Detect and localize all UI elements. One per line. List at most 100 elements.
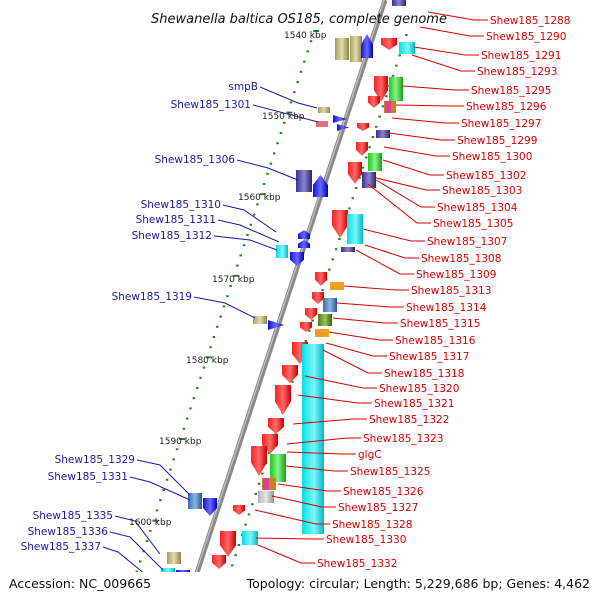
gene-block — [188, 493, 202, 509]
footer-background — [0, 572, 600, 600]
gene-label-right: Shew185_1327 — [338, 502, 418, 514]
tick-mark — [283, 121, 286, 124]
kbp-label: 1600 kbp — [129, 518, 172, 528]
leader-line — [222, 204, 277, 233]
leader-line — [217, 219, 280, 243]
tick-mark — [239, 254, 242, 257]
gene-arrow — [357, 123, 369, 131]
leader-line — [343, 285, 409, 291]
tick-mark — [351, 197, 355, 200]
gene-label-left: Shew185_1329 — [55, 454, 135, 466]
gene-label-left: Shew185_1335 — [33, 510, 113, 522]
leader-line — [254, 509, 330, 525]
tick-mark — [212, 336, 216, 338]
genome-backbone — [185, 0, 388, 600]
gene-block — [392, 0, 406, 6]
map-title: Shewanella baltica OS185, complete genom… — [151, 12, 447, 27]
tick-mark — [254, 493, 257, 495]
tick-mark — [279, 132, 283, 134]
gene-label-right: Shew185_1300 — [452, 151, 532, 163]
tick-mark — [159, 499, 162, 502]
gene-block — [399, 42, 415, 54]
tick-mark — [231, 564, 234, 567]
tick-mark — [331, 258, 334, 261]
tick-mark — [185, 417, 189, 420]
gene-arrow — [298, 230, 310, 239]
gene-block — [347, 214, 363, 244]
gene-arrow — [282, 365, 298, 383]
gene-label-right: Shew185_1318 — [384, 368, 464, 380]
leader-line — [336, 302, 404, 308]
gene-arrow — [268, 320, 284, 330]
leader-line — [255, 537, 324, 540]
label-leader-lines — [102, 11, 488, 589]
tick-mark — [311, 319, 314, 322]
tick-mark — [205, 356, 212, 359]
gene-label-right: Shew185_1332 — [317, 558, 397, 570]
gene-arrow — [315, 272, 327, 286]
gene-block — [350, 36, 362, 62]
leader-line — [277, 483, 341, 492]
tick-mark — [361, 166, 365, 169]
gene-label-right: Shew185_1323 — [363, 433, 443, 445]
gene-arrow — [348, 162, 362, 184]
tick-mark — [152, 519, 159, 522]
gene-block — [302, 344, 324, 534]
gene-block — [270, 454, 286, 482]
gene-block — [330, 282, 344, 290]
tick-mark — [405, 34, 408, 36]
gene-block — [316, 121, 328, 127]
leader-line — [109, 531, 164, 571]
tick-mark — [237, 544, 241, 546]
kbp-label: 1570 kbp — [212, 275, 255, 285]
gene-arrow — [233, 505, 245, 515]
tick-mark — [338, 238, 341, 240]
gene-arrow — [368, 96, 380, 108]
gene-label-left: Shew185_1301 — [171, 99, 251, 111]
leader-line — [402, 85, 469, 91]
gene-arrow — [374, 76, 388, 102]
leader-line — [136, 459, 191, 496]
gene-features — [154, 0, 415, 598]
tick-mark — [266, 172, 269, 175]
leader-line — [286, 451, 356, 455]
tick-mark — [145, 540, 149, 542]
leader-line — [292, 418, 367, 425]
leader-line — [413, 46, 479, 56]
gene-label-right: Shew185_1291 — [481, 50, 561, 62]
gene-arrow — [300, 322, 312, 332]
tick-mark — [385, 95, 388, 98]
tick-mark — [354, 187, 358, 189]
accession-text: Accession: NC_009665 — [9, 576, 151, 591]
gene-label-right: Shew185_1302 — [446, 170, 526, 182]
gene-block — [315, 329, 329, 337]
gene-label-right: Shew185_1288 — [490, 15, 570, 27]
kbp-label: 1560 kbp — [238, 193, 281, 203]
gene-block — [385, 101, 391, 113]
leader-line — [383, 146, 450, 157]
tick-mark — [296, 81, 299, 83]
tick-mark — [364, 156, 368, 159]
kbp-label: 1580 kbp — [186, 356, 229, 366]
tick-mark — [189, 407, 192, 410]
gene-label-right: Shew185_1307 — [427, 236, 507, 248]
tick-mark — [209, 346, 212, 349]
gene-label-right: Shew185_1330 — [326, 534, 406, 546]
gene-arrow — [312, 292, 324, 304]
tick-mark — [321, 289, 324, 291]
tick-mark — [232, 274, 239, 277]
gene-arrow — [298, 240, 310, 248]
gene-label-left: Shew185_1319 — [112, 291, 192, 303]
tick-mark — [226, 295, 229, 298]
tick-mark — [162, 489, 165, 491]
tick-mark — [219, 315, 222, 318]
tick-mark — [149, 529, 152, 532]
gene-block — [276, 245, 288, 258]
tick-mark — [276, 142, 279, 145]
tick-mark — [169, 468, 172, 471]
tick-mark — [371, 136, 375, 138]
tick-mark — [272, 152, 276, 155]
gene-arrow — [251, 446, 267, 476]
gene-label-left: Shew185_1337 — [21, 541, 101, 553]
kbp-label: 1550 kbp — [262, 112, 305, 122]
